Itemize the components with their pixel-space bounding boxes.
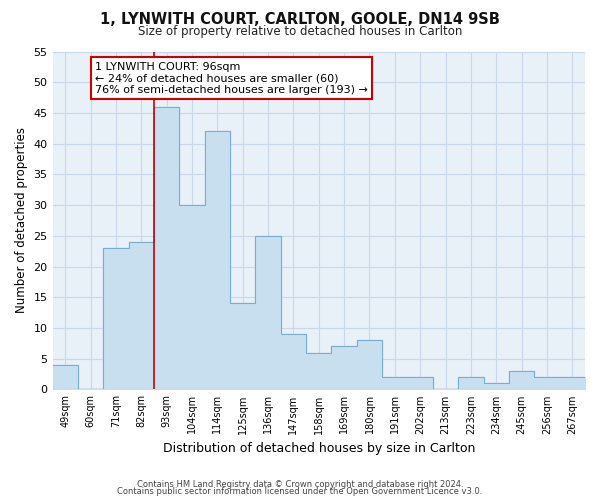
Text: 1 LYNWITH COURT: 96sqm
← 24% of detached houses are smaller (60)
76% of semi-det: 1 LYNWITH COURT: 96sqm ← 24% of detached… — [95, 62, 368, 95]
Text: Contains HM Land Registry data © Crown copyright and database right 2024.: Contains HM Land Registry data © Crown c… — [137, 480, 463, 489]
X-axis label: Distribution of detached houses by size in Carlton: Distribution of detached houses by size … — [163, 442, 475, 455]
Text: Contains public sector information licensed under the Open Government Licence v3: Contains public sector information licen… — [118, 487, 482, 496]
Text: 1, LYNWITH COURT, CARLTON, GOOLE, DN14 9SB: 1, LYNWITH COURT, CARLTON, GOOLE, DN14 9… — [100, 12, 500, 28]
Y-axis label: Number of detached properties: Number of detached properties — [15, 128, 28, 314]
Text: Size of property relative to detached houses in Carlton: Size of property relative to detached ho… — [138, 25, 462, 38]
